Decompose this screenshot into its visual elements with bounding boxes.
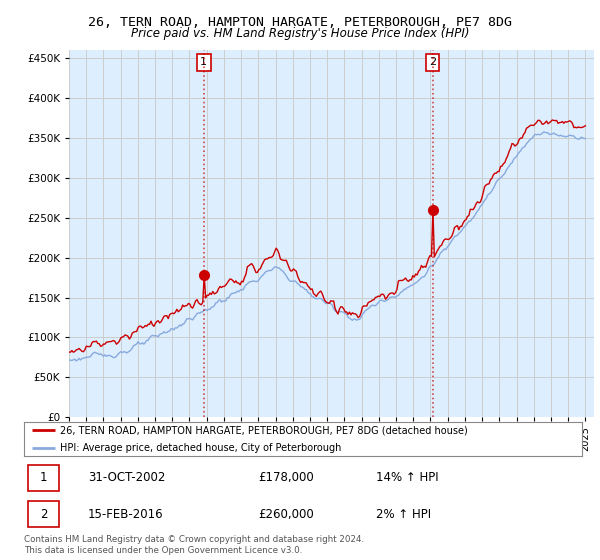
- Text: £178,000: £178,000: [259, 471, 314, 484]
- Text: 26, TERN ROAD, HAMPTON HARGATE, PETERBOROUGH, PE7 8DG (detached house): 26, TERN ROAD, HAMPTON HARGATE, PETERBOR…: [60, 426, 468, 435]
- Text: £260,000: £260,000: [259, 507, 314, 521]
- Text: 1: 1: [200, 57, 207, 67]
- Text: 2: 2: [40, 507, 47, 521]
- Text: Price paid vs. HM Land Registry's House Price Index (HPI): Price paid vs. HM Land Registry's House …: [131, 27, 469, 40]
- Text: 26, TERN ROAD, HAMPTON HARGATE, PETERBOROUGH, PE7 8DG: 26, TERN ROAD, HAMPTON HARGATE, PETERBOR…: [88, 16, 512, 29]
- Text: 15-FEB-2016: 15-FEB-2016: [88, 507, 164, 521]
- Text: 1: 1: [40, 471, 47, 484]
- Text: 2% ↑ HPI: 2% ↑ HPI: [376, 507, 431, 521]
- Text: 31-OCT-2002: 31-OCT-2002: [88, 471, 166, 484]
- Text: 14% ↑ HPI: 14% ↑ HPI: [376, 471, 438, 484]
- Text: Contains HM Land Registry data © Crown copyright and database right 2024.
This d: Contains HM Land Registry data © Crown c…: [24, 535, 364, 555]
- Bar: [28, 465, 59, 491]
- Bar: [28, 501, 59, 527]
- Text: 2: 2: [429, 57, 436, 67]
- Text: HPI: Average price, detached house, City of Peterborough: HPI: Average price, detached house, City…: [60, 443, 341, 452]
